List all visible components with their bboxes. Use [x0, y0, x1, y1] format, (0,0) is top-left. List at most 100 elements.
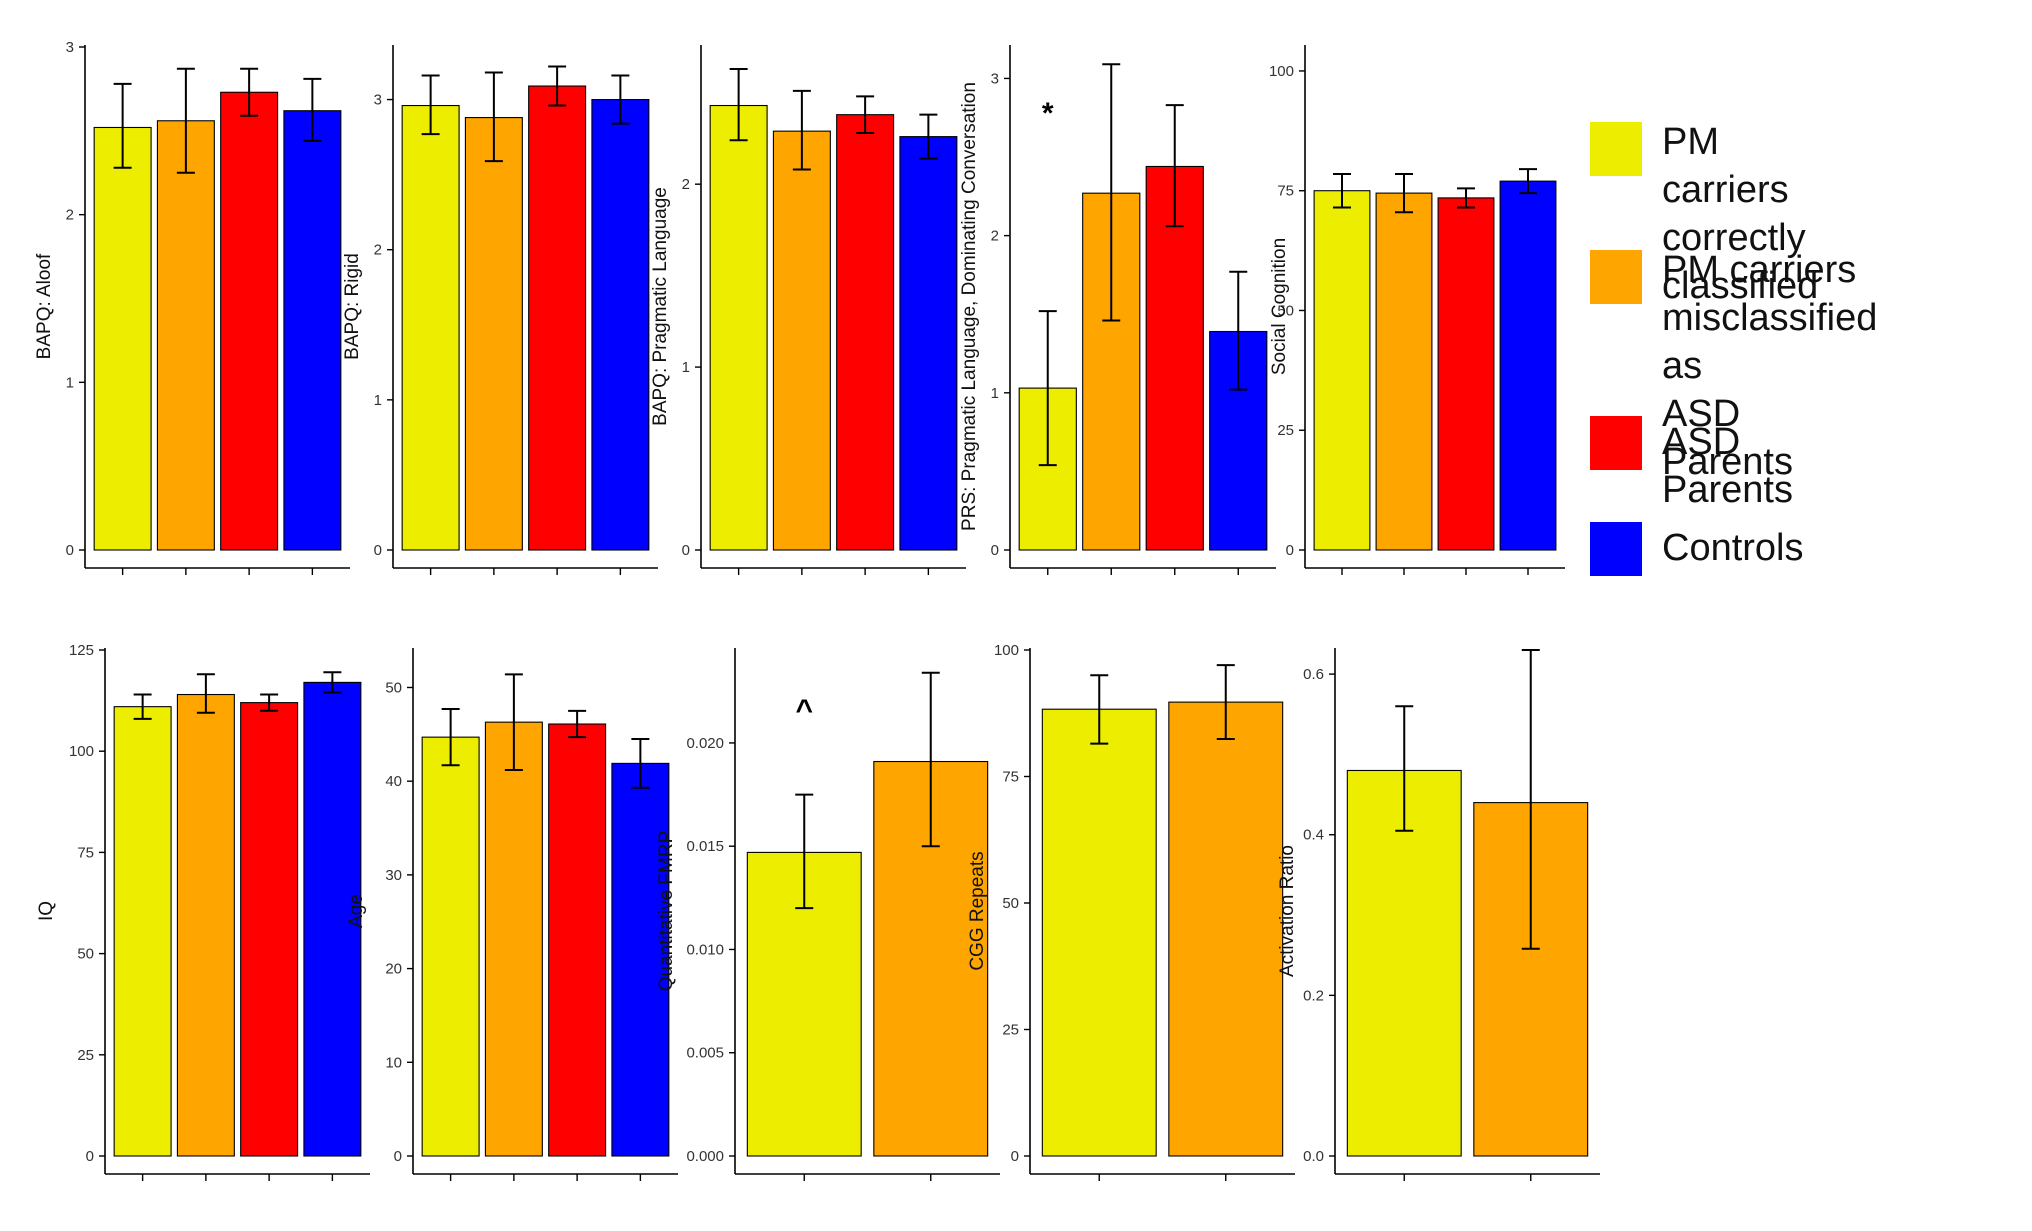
legend-swatch-pm-correct: [1590, 122, 1642, 176]
bar-4: [303, 681, 362, 1157]
y-axis-label: PRS: Pragmatic Language, Dominating Conv…: [959, 82, 980, 531]
y-tick-label: 50: [385, 679, 402, 696]
y-tick-label: 0: [66, 542, 74, 559]
bar-3: [528, 85, 587, 551]
panel-7: 0 10 20 30 40 50 Age: [346, 648, 678, 1181]
bar-4: [591, 99, 650, 551]
bar-2: [772, 130, 831, 551]
y-tick-label: 50: [1277, 302, 1294, 319]
y-axis-label: Quantitative FMRP: [656, 831, 677, 992]
bar-4: [611, 762, 670, 1157]
y-tick-label: 50: [1002, 895, 1019, 912]
y-tick-label: 0: [374, 542, 382, 559]
y-tick-label: 0: [1286, 542, 1294, 559]
y-tick-label: 3: [66, 39, 74, 56]
y-tick-label: 100: [69, 743, 94, 760]
panel-5: 0 25 50 75 100 Social Cognition: [1269, 45, 1565, 575]
legend-swatch-asd-parents: [1590, 416, 1642, 470]
legend-swatch-pm-misclassified: [1590, 250, 1642, 304]
y-tick-label: 3: [374, 92, 382, 109]
y-tick-label: 10: [385, 1054, 402, 1071]
y-axis-label: BAPQ: Rigid: [342, 253, 363, 360]
panel-1: 0 1 2 3 BAPQ: Aloof: [34, 39, 350, 575]
y-axis-label: BAPQ: Aloof: [34, 253, 55, 359]
y-tick-label: 20: [385, 961, 402, 978]
panel-10: 0.0 0.2 0.4 0.6 Activation Ratio: [1277, 648, 1600, 1181]
y-tick-label: 0.010: [686, 941, 724, 958]
y-tick-label: 1: [374, 392, 382, 409]
bar-1: [113, 706, 172, 1157]
bar-3: [548, 723, 607, 1157]
bar-1: [93, 126, 152, 551]
y-tick-label: 0.020: [686, 735, 724, 752]
y-axis-label: Activation Ratio: [1277, 845, 1298, 977]
bar-1: [1313, 190, 1371, 551]
bar-2: [1168, 701, 1284, 1157]
y-tick-label: 75: [1002, 769, 1019, 786]
y-tick-label: 25: [1002, 1022, 1019, 1039]
y-tick-label: 0: [1011, 1148, 1019, 1165]
y-tick-label: 0: [86, 1148, 94, 1165]
y-tick-label: 25: [1277, 422, 1294, 439]
y-tick-label: 0.6: [1303, 666, 1324, 683]
y-axis-label: Social Cognition: [1269, 238, 1290, 375]
y-tick-label: 0: [682, 542, 690, 559]
bar-1: [401, 105, 460, 551]
bar-1: [1041, 708, 1157, 1157]
bar-1: [1346, 769, 1462, 1157]
legend-label-pm-misclassified: PM carriers misclassified as ASD Parents: [1662, 249, 1878, 483]
y-axis-label: BAPQ: Pragmatic Language: [650, 187, 671, 426]
significance-marker: *: [1042, 97, 1054, 130]
y-tick-label: 0.4: [1303, 827, 1324, 844]
y-tick-label: 100: [1269, 63, 1294, 80]
y-tick-label: 2: [991, 228, 999, 245]
bar-4: [1499, 180, 1557, 551]
y-tick-label: 1: [991, 385, 999, 402]
y-tick-label: 3: [991, 70, 999, 87]
y-tick-label: 40: [385, 773, 402, 790]
legend-label-controls: Controls: [1662, 527, 1804, 569]
bar-2: [484, 721, 543, 1157]
bar-4: [899, 136, 958, 551]
y-axis-label: Age: [346, 894, 367, 928]
y-tick-label: 0: [394, 1148, 402, 1165]
panel-6: 0 25 50 75 100 125 IQ: [36, 642, 370, 1181]
y-tick-label: 75: [77, 844, 94, 861]
y-tick-label: 50: [77, 946, 94, 963]
bar-2: [156, 120, 215, 551]
y-tick-label: 0: [991, 542, 999, 559]
y-tick-label: 0.000: [686, 1148, 724, 1165]
y-tick-label: 2: [66, 207, 74, 224]
legend-label-pm-correct: PM carriers correctly classified: [1662, 121, 1819, 307]
y-tick-label: 2: [374, 242, 382, 259]
panel-9: 0 25 50 75 100 CGG Repeats: [967, 642, 1295, 1181]
bar-1: [709, 104, 768, 551]
panel-2: 0 1 2 3 BAPQ: Rigid: [342, 45, 658, 575]
y-tick-label: 0.005: [686, 1045, 724, 1062]
legend-swatch-controls: [1590, 522, 1642, 576]
y-tick-label: 100: [994, 642, 1019, 659]
bar-2: [464, 117, 523, 551]
significance-marker: ^: [795, 694, 813, 727]
bar-4: [283, 110, 342, 551]
y-tick-label: 1: [66, 374, 74, 391]
bar-3: [836, 114, 895, 551]
bar-3: [220, 91, 279, 551]
legend-label-asd-parents: ASD Parents: [1662, 421, 1793, 511]
y-tick-label: 125: [69, 642, 94, 659]
y-axis-label: IQ: [36, 901, 57, 921]
y-tick-label: 0.2: [1303, 987, 1324, 1004]
bar-2: [1375, 192, 1433, 551]
bar-3: [1145, 165, 1204, 551]
y-tick-label: 0.015: [686, 838, 724, 855]
panel-4: 0 1 2 3 PRS: Pragmatic Language, Dominating …: [959, 45, 1276, 575]
bar-2: [176, 693, 235, 1157]
y-tick-label: 75: [1277, 183, 1294, 200]
y-tick-label: 1: [682, 359, 690, 376]
panel-8: 0.000 0.005 0.010 0.015 0.020 Quantitative FM…: [656, 648, 1000, 1181]
bar-3: [240, 702, 299, 1157]
y-tick-label: 2: [682, 176, 690, 193]
panel-3: 0 1 2 BAPQ: Pragmatic Language: [650, 45, 966, 575]
y-tick-label: 0.0: [1303, 1148, 1324, 1165]
